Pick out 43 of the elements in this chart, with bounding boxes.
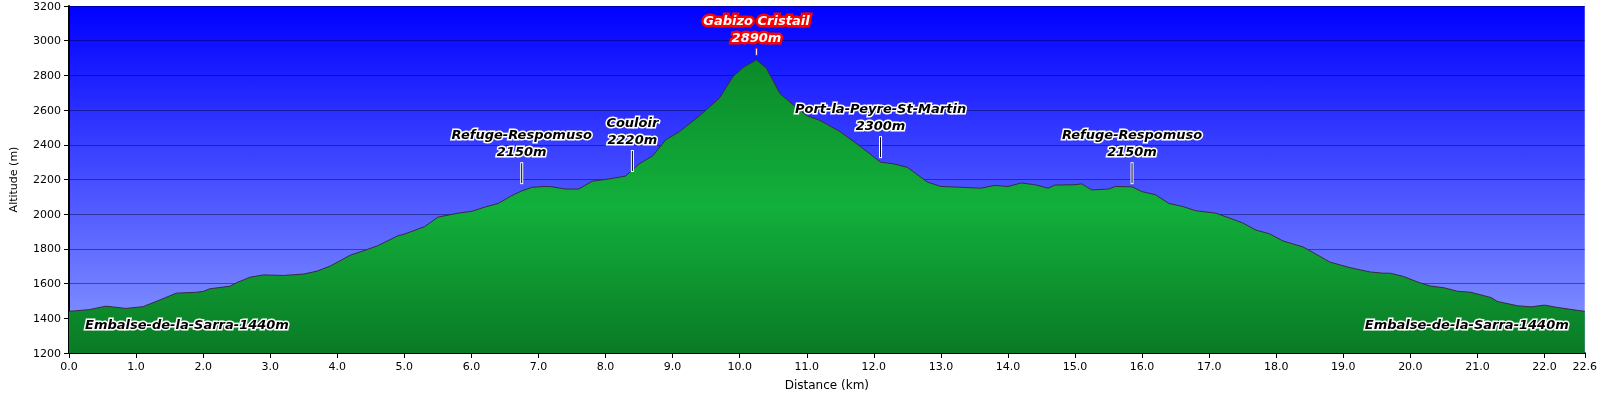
x-tick-label: 4.0 bbox=[328, 360, 347, 373]
x-tick-label: 10.0 bbox=[727, 360, 752, 373]
x-tick-label: 13.0 bbox=[928, 360, 954, 373]
x-tick-label: 2.0 bbox=[194, 360, 212, 373]
x-tick-label: 0.0 bbox=[60, 360, 78, 373]
y-tick-label: 2600 bbox=[33, 103, 61, 117]
x-tick-label: 12.0 bbox=[861, 360, 887, 373]
x-tick-label: 19.0 bbox=[1331, 360, 1356, 373]
annotation: Embalse-de-la-Sarra-1440m bbox=[1364, 317, 1569, 332]
annotation: Couloir 2220m bbox=[606, 115, 660, 148]
x-tick-label: 16.0 bbox=[1129, 360, 1155, 373]
y-tick-label: 3200 bbox=[33, 0, 61, 13]
annotation: Gabizo Cristail 2890m bbox=[703, 12, 811, 45]
x-tick-label: 22.6 bbox=[1572, 360, 1597, 373]
x-tick-label: 18.0 bbox=[1263, 360, 1289, 373]
x-tick-label: 14.0 bbox=[995, 360, 1021, 373]
y-axis-title: Altitude (m) bbox=[7, 146, 20, 213]
x-tick-label: 15.0 bbox=[1062, 360, 1088, 373]
y-tick-label: 1400 bbox=[33, 311, 61, 325]
y-tick-label: 1200 bbox=[33, 346, 61, 360]
x-tick-label: 8.0 bbox=[596, 360, 615, 373]
x-tick-label: 20.0 bbox=[1398, 360, 1423, 373]
x-axis-title: Distance (km) bbox=[784, 378, 870, 392]
x-tick-label: 9.0 bbox=[663, 360, 682, 373]
x-tick-label: 1.0 bbox=[127, 360, 145, 373]
x-tick-label: 7.0 bbox=[529, 360, 548, 373]
y-tick-label: 3000 bbox=[33, 34, 61, 48]
x-tick-label: 5.0 bbox=[395, 360, 414, 373]
annotation: Embalse-de-la-Sarra-1440m bbox=[85, 317, 289, 332]
annotation: Refuge-Respomuso 2150m bbox=[451, 127, 592, 160]
x-tick-label: 11.0 bbox=[794, 360, 820, 373]
y-tick-label: 2800 bbox=[33, 68, 61, 82]
y-tick-label: 2400 bbox=[33, 138, 61, 152]
y-tick-label: 2000 bbox=[33, 207, 61, 221]
y-tick-label: 1800 bbox=[33, 242, 61, 256]
x-tick-label: 17.0 bbox=[1196, 360, 1222, 373]
x-tick-label: 3.0 bbox=[261, 360, 279, 373]
y-tick-label: 2200 bbox=[33, 173, 61, 186]
x-tick-label: 6.0 bbox=[462, 360, 481, 373]
x-tick-label: 22.0 bbox=[1532, 360, 1557, 373]
annotation: Refuge-Respomuso 2150m bbox=[1061, 127, 1203, 160]
x-tick-label: 21.0 bbox=[1465, 360, 1490, 373]
y-tick-label: 1600 bbox=[33, 277, 61, 291]
